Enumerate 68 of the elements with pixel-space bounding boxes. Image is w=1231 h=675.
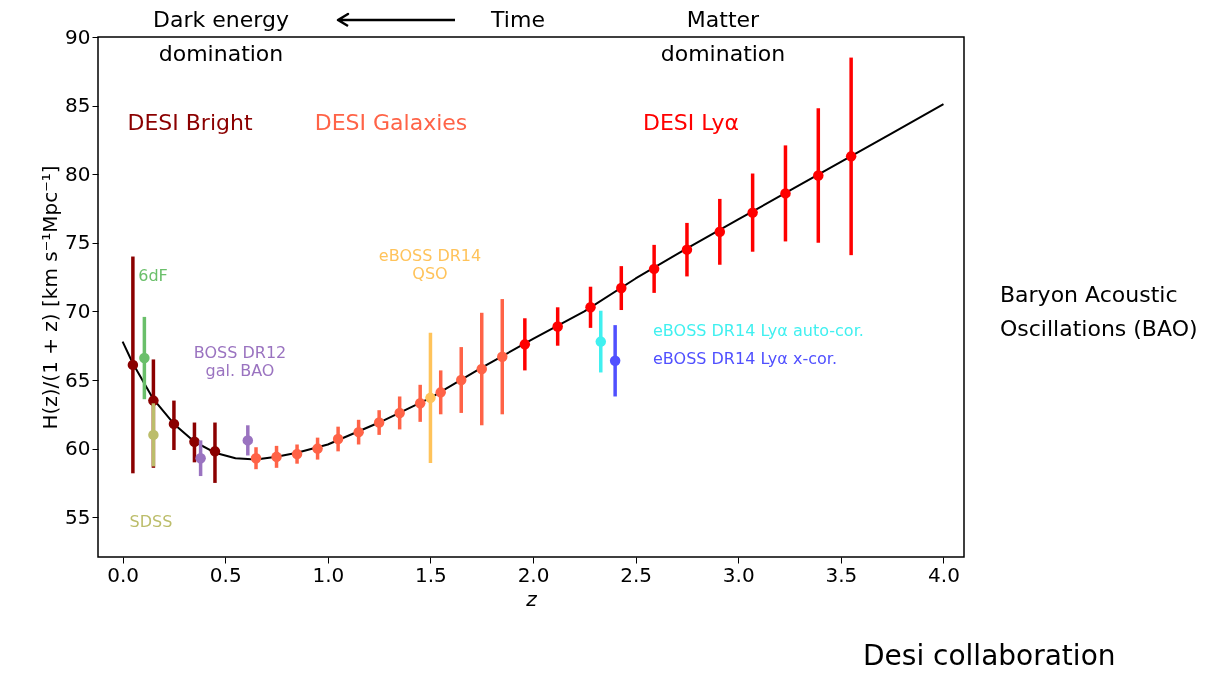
point [747,207,758,218]
annotation: Matter domination [660,7,786,66]
text: DESI Galaxies [314,110,468,135]
point [455,374,467,386]
point [813,170,824,181]
text: Desi collaboration [863,639,1116,672]
point [312,443,323,454]
y-tick-label: 65 [65,367,91,392]
point [595,336,607,347]
y-tick-label: 80 [65,161,91,186]
text: eBOSS DR14 Lyα x-cor. [653,349,837,368]
x-tick-label: 3.0 [722,562,755,587]
x-tick-label: 3.5 [825,562,858,587]
point [291,448,303,460]
point [425,392,436,404]
point [519,339,531,350]
point [585,302,596,313]
x-tick-label: 4.0 [928,562,960,587]
point [552,321,563,332]
point [780,188,791,199]
x-tick-label: 0.0 [107,562,140,587]
y-tick-label: 70 [65,298,91,323]
point [189,436,200,447]
point [714,226,726,238]
point [148,429,159,441]
text: SDSS [129,512,173,531]
y-axis-title: H(z)/(1 + z) [km s⁻¹Mpc⁻¹] [38,165,63,430]
text: DESI Lyα [642,110,740,135]
text: DESI Bright [127,110,253,135]
point [476,363,487,375]
point [609,355,621,367]
y-tick-label: 75 [65,230,91,255]
y-tick-label: 60 [65,436,91,461]
y-tick-label: 55 [65,504,91,529]
point [497,351,508,362]
y-tick-label: 85 [65,93,91,118]
point [681,244,693,255]
y-tick-label: 90 [65,24,91,49]
point [373,417,385,428]
x-tick-label: 1.0 [312,562,345,587]
point [332,433,344,445]
x-tick-label: 2.0 [517,562,550,587]
point [616,282,627,294]
annotation: Dark energy domination [153,7,289,66]
point [209,446,221,457]
text: Time [490,7,545,32]
point [414,398,426,409]
x-tick-label: 0.5 [209,562,242,587]
point [353,426,364,438]
point [845,151,857,162]
x-tick-label: 1.5 [415,562,447,587]
point [250,452,262,464]
point [168,418,180,430]
point [139,352,150,364]
text: eBOSS DR14 QSO [378,246,482,283]
point [648,263,660,275]
text: BOSS DR12 gal. BAO [193,343,287,380]
text: eBOSS DR14 Lyα auto-cor. [653,321,864,340]
x-tick-label: 2.5 [620,562,653,587]
point [127,359,139,371]
point [394,407,405,419]
text: Baryon Acoustic Oscillations (BAO) [1000,282,1198,341]
x-axis-title: z [525,586,538,611]
point [242,435,254,446]
point [195,452,206,464]
text: 6dF [138,266,168,285]
point [271,451,282,463]
point [435,387,446,398]
